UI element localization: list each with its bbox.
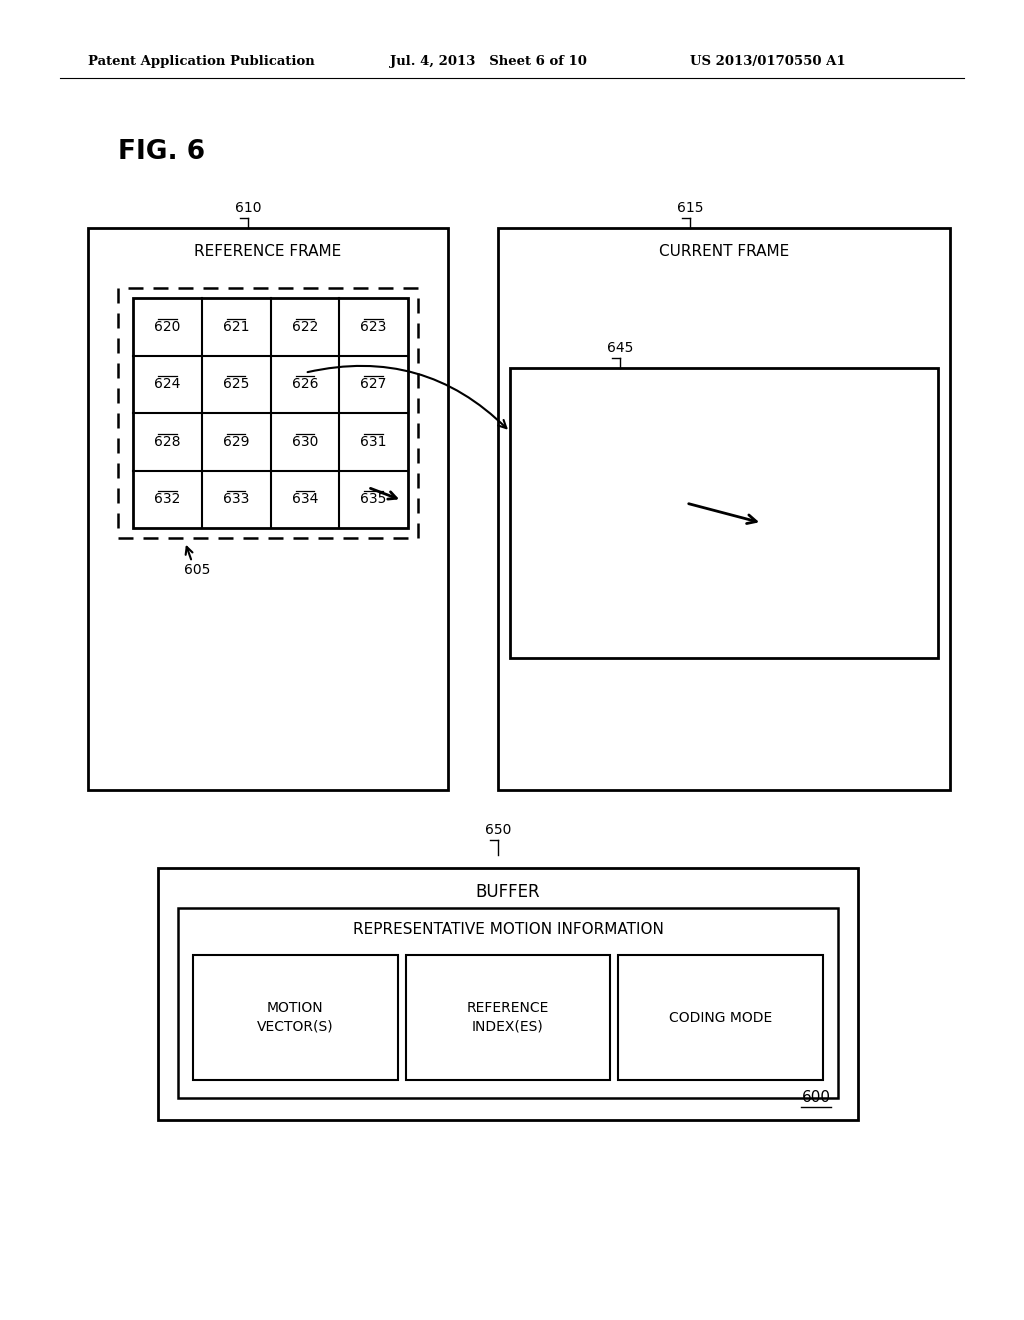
Bar <box>118 288 418 539</box>
Text: 620: 620 <box>155 319 180 334</box>
Text: 610: 610 <box>234 201 261 215</box>
Text: 623: 623 <box>360 319 387 334</box>
Bar <box>158 869 858 1119</box>
Bar <box>193 954 397 1080</box>
Text: 630: 630 <box>292 434 318 449</box>
Text: 605: 605 <box>184 564 210 577</box>
Text: FIG. 6: FIG. 6 <box>118 139 205 165</box>
Bar <box>498 228 950 789</box>
Text: REPRESENTATIVE MOTION INFORMATION: REPRESENTATIVE MOTION INFORMATION <box>352 923 664 937</box>
Text: 645: 645 <box>607 341 633 355</box>
Bar <box>618 954 823 1080</box>
Text: 633: 633 <box>223 492 249 507</box>
Bar <box>133 298 408 528</box>
Text: MOTION
VECTOR(S): MOTION VECTOR(S) <box>257 1002 334 1034</box>
Bar <box>178 908 838 1098</box>
Text: CODING MODE: CODING MODE <box>669 1011 772 1024</box>
Text: Jul. 4, 2013   Sheet 6 of 10: Jul. 4, 2013 Sheet 6 of 10 <box>390 55 587 69</box>
Text: 627: 627 <box>360 378 387 391</box>
Text: 634: 634 <box>292 492 318 507</box>
Text: REFERENCE
INDEX(ES): REFERENCE INDEX(ES) <box>467 1002 549 1034</box>
Text: US 2013/0170550 A1: US 2013/0170550 A1 <box>690 55 846 69</box>
Text: 628: 628 <box>155 434 180 449</box>
Text: 635: 635 <box>360 492 387 507</box>
Text: 600: 600 <box>802 1090 830 1106</box>
Text: 650: 650 <box>484 822 511 837</box>
Text: BUFFER: BUFFER <box>476 883 541 902</box>
Text: 629: 629 <box>223 434 250 449</box>
Text: Patent Application Publication: Patent Application Publication <box>88 55 314 69</box>
FancyArrowPatch shape <box>307 366 507 428</box>
Text: REFERENCE FRAME: REFERENCE FRAME <box>195 244 342 260</box>
Text: 615: 615 <box>677 201 703 215</box>
Text: 624: 624 <box>155 378 180 391</box>
Bar <box>510 368 938 657</box>
Text: 621: 621 <box>223 319 250 334</box>
Text: 626: 626 <box>292 378 318 391</box>
Bar <box>88 228 449 789</box>
Bar <box>406 954 610 1080</box>
Text: 625: 625 <box>223 378 249 391</box>
Text: 632: 632 <box>155 492 180 507</box>
Text: CURRENT FRAME: CURRENT FRAME <box>658 244 790 260</box>
Text: 631: 631 <box>360 434 387 449</box>
Text: 622: 622 <box>292 319 318 334</box>
